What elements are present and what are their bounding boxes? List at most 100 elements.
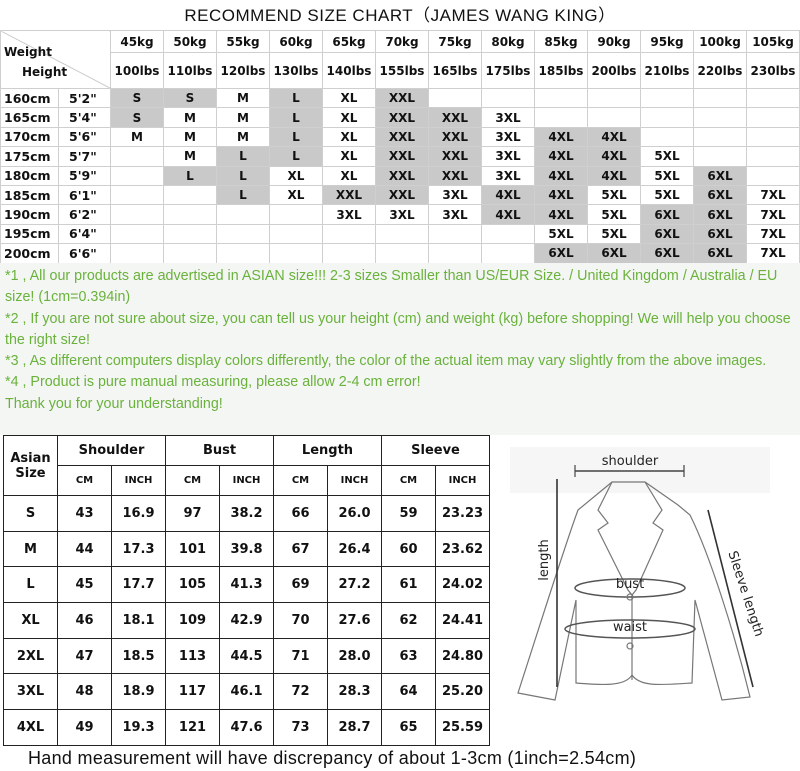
size-cell: 7XL xyxy=(746,204,800,225)
table-row: 175cm 5'7" M L L XL XXL XXL 3XL 4XL 4XL 5XL xyxy=(0,146,800,167)
weight-lbs-header: 100lbs xyxy=(110,52,164,89)
group-header: Bust xyxy=(165,435,274,466)
measure-cell: 44 xyxy=(57,530,112,568)
measure-cell: 41.3 xyxy=(219,566,274,604)
size-cell: 6XL xyxy=(693,165,747,186)
note-line: *4 , Product is pure manual measuring, p… xyxy=(5,374,421,391)
table-row: 3XL 48 18.9 117 46.1 72 28.3 64 25.20 xyxy=(3,673,490,711)
measure-cell: 44.5 xyxy=(219,637,274,675)
weight-kg-header: 90kg xyxy=(587,30,641,53)
table-row: 190cm 6'2" 3XL 3XL 3XL 4XL 4XL 5XL 6XL 6XL 7XL xyxy=(0,204,800,225)
measure-cell: 121 xyxy=(165,709,220,746)
size-cell: 5XL xyxy=(640,184,694,206)
weight-kg-header: 85kg xyxy=(534,30,588,53)
measure-cell: 27.6 xyxy=(327,602,382,639)
measure-cell: 23.62 xyxy=(435,530,490,568)
size-cell xyxy=(481,243,535,264)
height-ft: 5'7" xyxy=(58,146,111,167)
measure-cell: 65 xyxy=(381,709,436,746)
size-cell: XXL xyxy=(428,165,482,186)
size-cell xyxy=(163,243,217,264)
table-row: 200cm 6'6" 6XL 6XL 6XL 6XL 7XL xyxy=(0,243,800,264)
height-ft: 5'2" xyxy=(58,87,111,109)
size-cell: 3XL xyxy=(481,107,535,128)
size-cell: 5XL xyxy=(587,223,641,245)
size-cell: XXL xyxy=(375,107,429,128)
corner-height: Height xyxy=(22,64,68,79)
size-cell: XXL xyxy=(322,184,376,206)
table-row: 4XL 49 19.3 121 47.6 73 28.7 65 25.59 xyxy=(3,709,490,746)
height-cm: 190cm xyxy=(0,204,59,225)
table-row: 160cm 5'2" S S M L XL XXL xyxy=(0,87,800,109)
size-cell: 6XL xyxy=(640,223,694,245)
unit-header: INCH xyxy=(111,465,166,496)
size-cell: 3XL xyxy=(481,126,535,148)
weight-kg-header: 45kg xyxy=(110,30,164,53)
size-cell: 3XL xyxy=(481,165,535,186)
size-cell: XL xyxy=(322,126,376,148)
note-line: *3 , As different computers display colo… xyxy=(5,353,767,370)
size-label: 2XL xyxy=(3,637,58,675)
size-label: 3XL xyxy=(3,673,58,711)
measure-cell: 17.7 xyxy=(111,566,166,604)
size-cell: 6XL xyxy=(693,223,747,245)
height-cm: 185cm xyxy=(0,184,59,206)
asian-size-header: Asian Size xyxy=(3,435,58,496)
size-cell: 3XL xyxy=(322,204,376,225)
size-cell: M xyxy=(216,126,270,148)
size-cell: S xyxy=(110,87,164,109)
weight-lbs-header: 165lbs xyxy=(428,52,482,89)
footer-note: Hand measurement will have discrepancy o… xyxy=(28,748,637,768)
note-line: *1 , All our products are advertised in … xyxy=(5,268,778,306)
measure-cell: 46 xyxy=(57,602,112,639)
height-ft: 6'1" xyxy=(58,184,111,206)
size-cell: M xyxy=(110,126,164,148)
measure-cell: 73 xyxy=(273,709,328,746)
size-cell: XXL xyxy=(428,146,482,167)
measure-cell: 47 xyxy=(57,637,112,675)
weight-lbs-header: 175lbs xyxy=(481,52,535,89)
size-cell xyxy=(322,223,376,245)
height-ft: 5'9" xyxy=(58,165,111,186)
size-cell: 5XL xyxy=(587,184,641,206)
size-cell xyxy=(163,223,217,245)
height-cm: 200cm xyxy=(0,243,59,264)
size-cell: XL xyxy=(322,87,376,109)
height-ft: 6'4" xyxy=(58,223,111,245)
measure-cell: 64 xyxy=(381,673,436,711)
size-cell xyxy=(746,87,800,109)
group-header: Sleeve xyxy=(381,435,490,466)
measure-cell: 70 xyxy=(273,602,328,639)
measure-cell: 18.9 xyxy=(111,673,166,711)
measure-cell: 26.4 xyxy=(327,530,382,568)
size-recommendation-table: Weight Height 45kg 50kg 55kg 60kg 65kg 70kg 75kg… xyxy=(0,30,800,264)
size-cell: 5XL xyxy=(640,165,694,186)
measure-cell: 109 xyxy=(165,602,220,639)
size-cell xyxy=(481,87,535,109)
table-row: M 44 17.3 101 39.8 67 26.4 60 23.62 xyxy=(3,530,490,568)
measure-cell: 97 xyxy=(165,495,220,532)
height-ft: 6'6" xyxy=(58,243,111,264)
measure-cell: 24.41 xyxy=(435,602,490,639)
size-cell: 4XL xyxy=(481,184,535,206)
weight-lbs-header: 210lbs xyxy=(640,52,694,89)
size-cell: 3XL xyxy=(375,204,429,225)
table-row: 180cm 5'9" L L XL XL XXL XXL 3XL 4XL 4XL 5XL 6XL xyxy=(0,165,800,186)
height-ft: 6'2" xyxy=(58,204,111,225)
size-cell: L xyxy=(216,165,270,186)
weight-lbs-header: 200lbs xyxy=(587,52,641,89)
height-ft: 5'4" xyxy=(58,107,111,128)
measure-cell: 72 xyxy=(273,673,328,711)
size-cell: XL xyxy=(322,107,376,128)
weight-kg-header: 95kg xyxy=(640,30,694,53)
height-cm: 175cm xyxy=(0,146,59,167)
size-cell: 4XL xyxy=(587,146,641,167)
measure-cell: 17.3 xyxy=(111,530,166,568)
bust-measure xyxy=(574,578,686,598)
size-cell xyxy=(640,107,694,128)
size-cell xyxy=(693,107,747,128)
size-cell: 3XL xyxy=(428,204,482,225)
measure-cell: 26.0 xyxy=(327,495,382,532)
size-cell: L xyxy=(163,165,217,186)
jacket-diagram: shoulder length bust waist Sleeve length xyxy=(510,447,770,701)
